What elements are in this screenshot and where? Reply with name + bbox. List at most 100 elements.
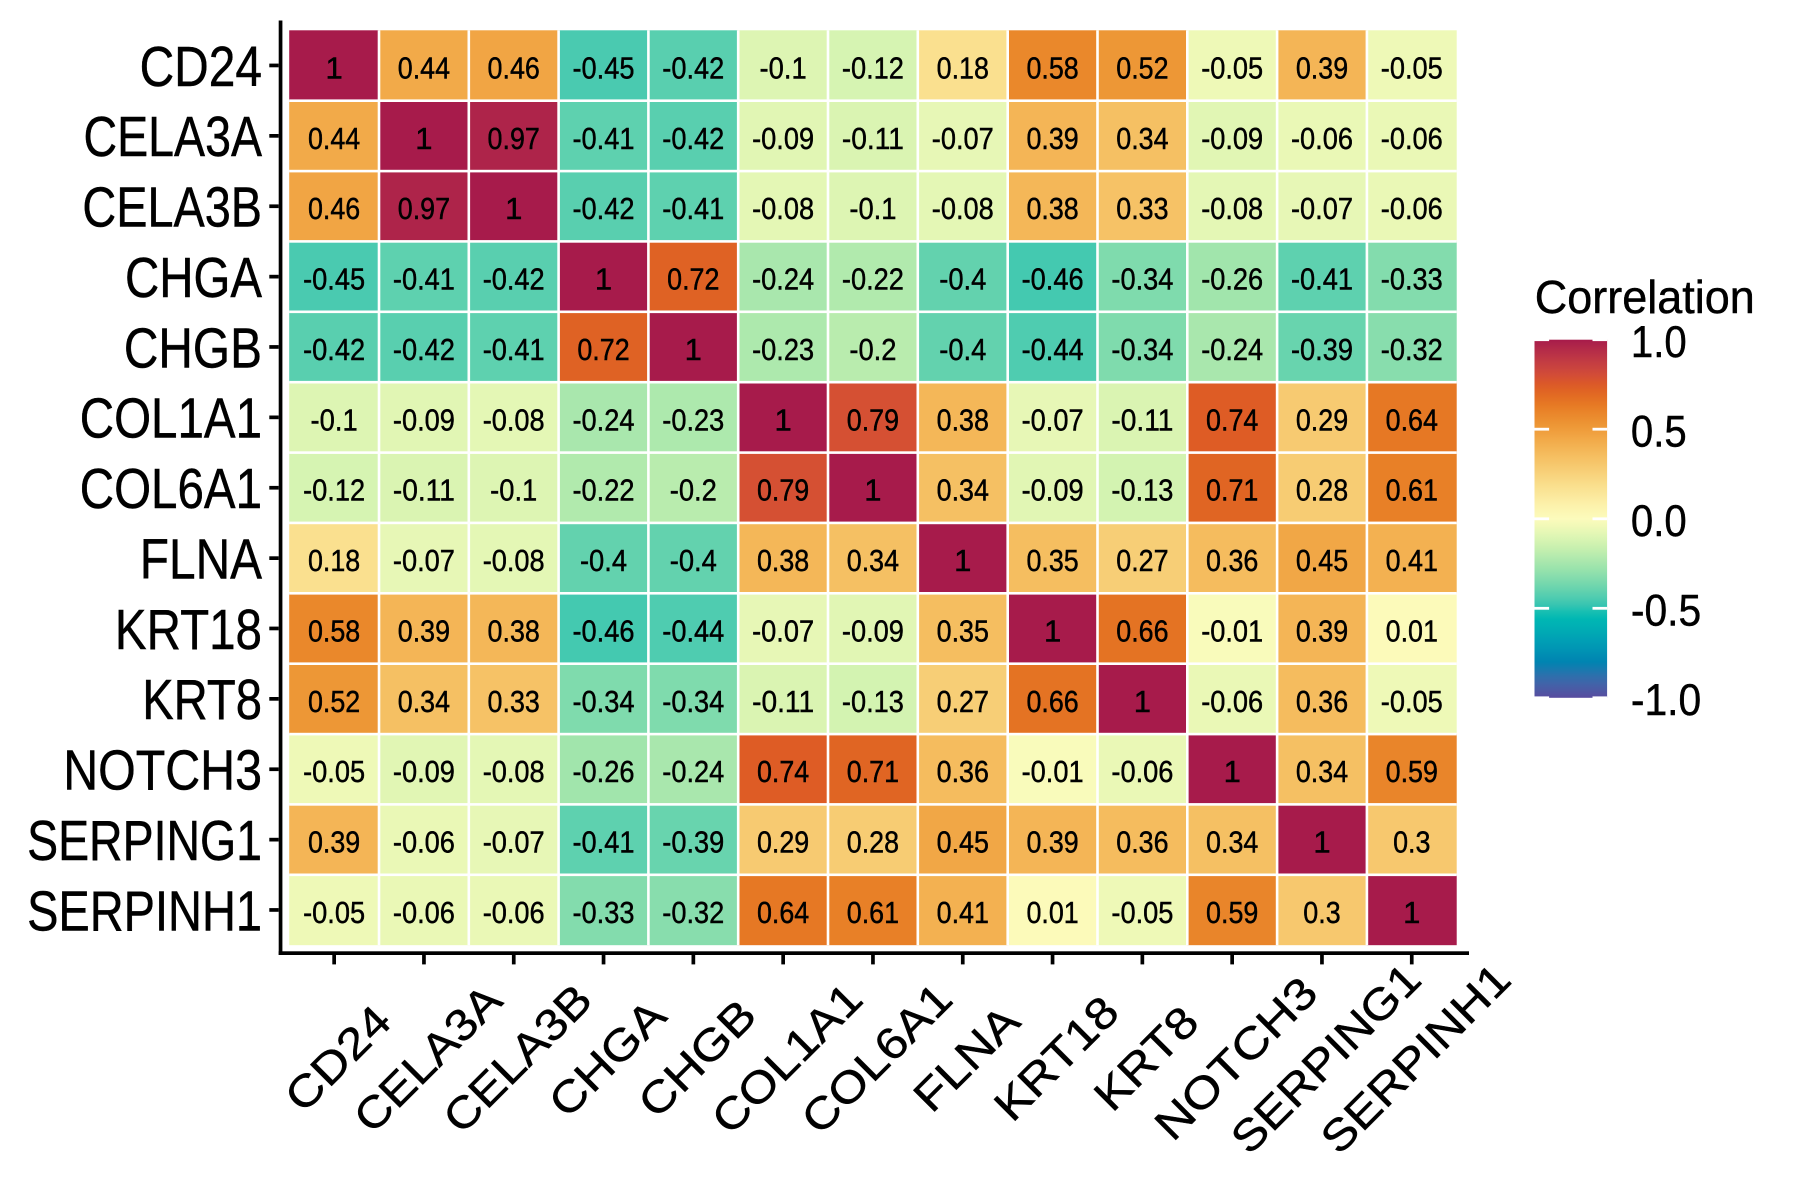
svg-text:0.5: 0.5 — [1631, 407, 1687, 456]
svg-text:1: 1 — [954, 543, 971, 578]
svg-text:0.18: 0.18 — [937, 51, 989, 86]
svg-text:-0.06: -0.06 — [393, 895, 455, 930]
svg-text:0.45: 0.45 — [1296, 543, 1348, 578]
svg-text:-0.05: -0.05 — [303, 754, 365, 789]
svg-text:-0.32: -0.32 — [1381, 332, 1443, 367]
svg-text:-0.41: -0.41 — [483, 332, 545, 367]
svg-text:-0.07: -0.07 — [932, 121, 994, 156]
svg-text:-0.09: -0.09 — [752, 121, 814, 156]
svg-text:0.46: 0.46 — [308, 191, 360, 226]
svg-text:0.29: 0.29 — [757, 825, 809, 860]
svg-text:NOTCH3: NOTCH3 — [63, 739, 262, 802]
svg-text:-0.07: -0.07 — [483, 825, 545, 860]
svg-text:-0.24: -0.24 — [1201, 332, 1263, 367]
svg-text:0.71: 0.71 — [1206, 473, 1258, 508]
svg-text:-0.26: -0.26 — [1201, 262, 1263, 297]
svg-text:0.33: 0.33 — [1116, 191, 1168, 226]
svg-text:-0.07: -0.07 — [1022, 402, 1084, 437]
svg-text:-0.13: -0.13 — [1111, 473, 1173, 508]
svg-text:-0.11: -0.11 — [393, 473, 455, 508]
svg-text:-0.05: -0.05 — [1201, 51, 1263, 86]
svg-text:FLNA: FLNA — [140, 527, 262, 590]
svg-text:0.33: 0.33 — [488, 684, 540, 719]
svg-text:KRT8: KRT8 — [142, 668, 262, 731]
svg-text:0.34: 0.34 — [1116, 121, 1168, 156]
svg-text:CELA3A: CELA3A — [84, 105, 263, 168]
svg-text:0.0: 0.0 — [1631, 497, 1687, 546]
svg-text:-0.41: -0.41 — [573, 825, 635, 860]
svg-text:0.71: 0.71 — [847, 754, 899, 789]
svg-text:0.39: 0.39 — [1026, 121, 1078, 156]
svg-text:0.52: 0.52 — [308, 684, 360, 719]
svg-text:0.74: 0.74 — [1206, 402, 1258, 437]
svg-text:-0.24: -0.24 — [662, 754, 724, 789]
svg-text:1: 1 — [595, 262, 612, 297]
svg-text:-0.44: -0.44 — [662, 614, 724, 649]
svg-text:0.36: 0.36 — [1116, 825, 1168, 860]
svg-text:-0.34: -0.34 — [1111, 332, 1173, 367]
svg-text:0.29: 0.29 — [1296, 402, 1348, 437]
svg-text:-0.23: -0.23 — [752, 332, 814, 367]
svg-text:-0.05: -0.05 — [1381, 51, 1443, 86]
svg-text:0.36: 0.36 — [1206, 543, 1258, 578]
svg-text:-0.24: -0.24 — [573, 402, 635, 437]
svg-text:-0.42: -0.42 — [483, 262, 545, 297]
svg-text:-0.46: -0.46 — [1022, 262, 1084, 297]
svg-text:-0.06: -0.06 — [1291, 121, 1353, 156]
svg-text:-0.2: -0.2 — [670, 473, 717, 508]
svg-text:-0.05: -0.05 — [303, 895, 365, 930]
svg-text:1: 1 — [415, 121, 432, 156]
svg-text:-0.08: -0.08 — [483, 402, 545, 437]
svg-text:0.34: 0.34 — [847, 543, 899, 578]
svg-text:-0.1: -0.1 — [849, 191, 896, 226]
svg-text:-0.07: -0.07 — [393, 543, 455, 578]
svg-text:-0.42: -0.42 — [303, 332, 365, 367]
svg-text:-0.4: -0.4 — [580, 543, 627, 578]
svg-text:0.74: 0.74 — [757, 754, 809, 789]
svg-text:-0.12: -0.12 — [303, 473, 365, 508]
svg-text:0.97: 0.97 — [488, 121, 540, 156]
svg-text:-0.41: -0.41 — [1291, 262, 1353, 297]
svg-text:-0.08: -0.08 — [483, 754, 545, 789]
svg-text:-0.08: -0.08 — [752, 191, 814, 226]
svg-text:-0.06: -0.06 — [483, 895, 545, 930]
svg-text:0.38: 0.38 — [757, 543, 809, 578]
svg-text:0.18: 0.18 — [308, 543, 360, 578]
svg-text:CD24: CD24 — [140, 35, 262, 98]
svg-text:0.61: 0.61 — [847, 895, 899, 930]
svg-text:-0.32: -0.32 — [662, 895, 724, 930]
svg-text:-0.4: -0.4 — [939, 332, 986, 367]
svg-text:-0.09: -0.09 — [842, 614, 904, 649]
svg-text:-0.39: -0.39 — [1291, 332, 1353, 367]
svg-text:-0.24: -0.24 — [752, 262, 814, 297]
svg-text:0.35: 0.35 — [937, 614, 989, 649]
svg-text:0.59: 0.59 — [1206, 895, 1258, 930]
svg-text:-0.34: -0.34 — [573, 684, 635, 719]
svg-text:0.41: 0.41 — [937, 895, 989, 930]
svg-text:1: 1 — [325, 51, 342, 86]
svg-text:0.27: 0.27 — [937, 684, 989, 719]
svg-text:-0.42: -0.42 — [662, 51, 724, 86]
svg-text:0.27: 0.27 — [1116, 543, 1168, 578]
svg-text:-0.05: -0.05 — [1111, 895, 1173, 930]
svg-text:0.39: 0.39 — [1296, 614, 1348, 649]
svg-text:0.34: 0.34 — [1206, 825, 1258, 860]
svg-text:0.28: 0.28 — [1296, 473, 1348, 508]
svg-text:0.61: 0.61 — [1386, 473, 1438, 508]
svg-text:0.34: 0.34 — [398, 684, 450, 719]
svg-text:-0.01: -0.01 — [1201, 614, 1263, 649]
svg-text:0.36: 0.36 — [937, 754, 989, 789]
svg-text:-0.22: -0.22 — [842, 262, 904, 297]
svg-text:-0.08: -0.08 — [483, 543, 545, 578]
svg-text:-0.11: -0.11 — [842, 121, 904, 156]
svg-text:0.66: 0.66 — [1026, 684, 1078, 719]
svg-text:CHGA: CHGA — [125, 246, 262, 309]
svg-text:CHGB: CHGB — [124, 316, 262, 379]
svg-text:COL6A1: COL6A1 — [80, 457, 262, 520]
svg-text:-0.45: -0.45 — [573, 51, 635, 86]
svg-text:KRT18: KRT18 — [115, 598, 262, 661]
svg-text:1: 1 — [1313, 825, 1330, 860]
svg-text:-0.34: -0.34 — [662, 684, 724, 719]
svg-text:1: 1 — [685, 332, 702, 367]
svg-text:1: 1 — [1134, 684, 1151, 719]
